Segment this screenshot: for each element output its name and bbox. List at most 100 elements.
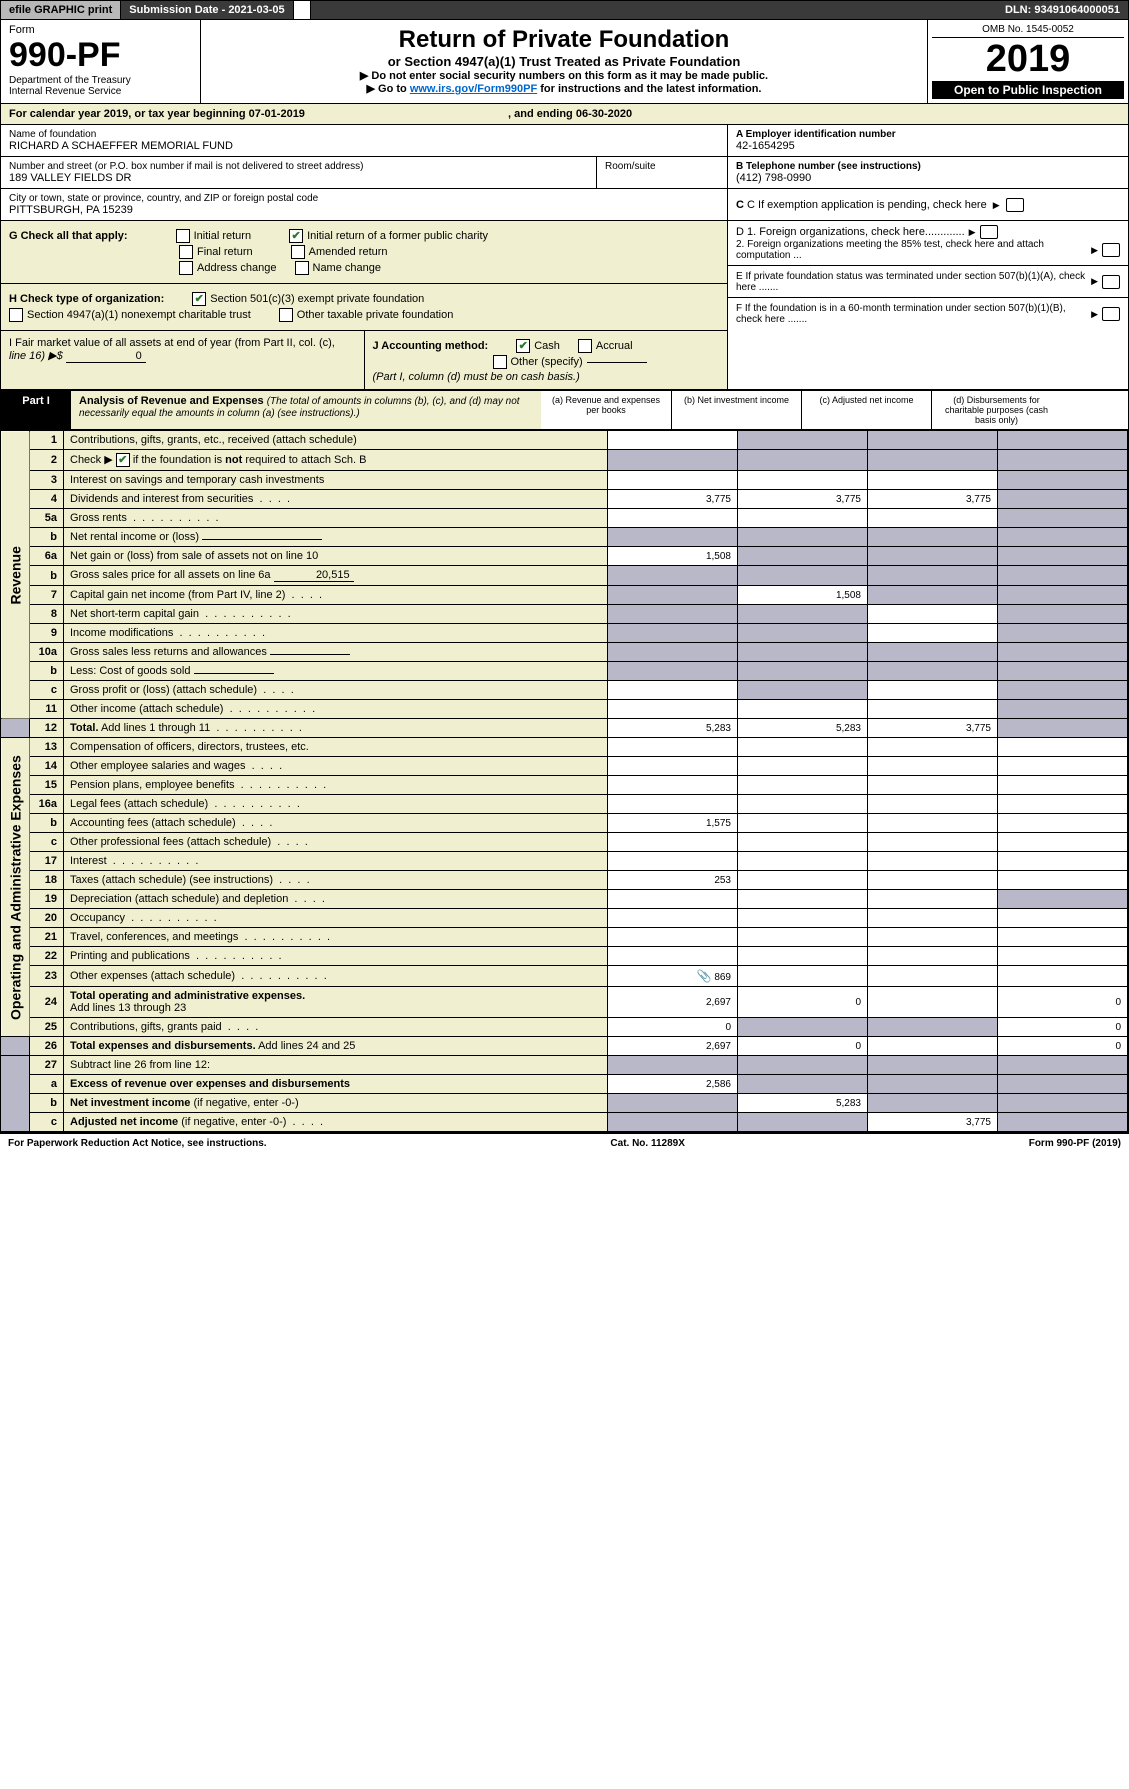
street-label: Number and street (or P.O. box number if…: [9, 161, 588, 172]
cb-sch-b[interactable]: [116, 453, 130, 467]
row-26: Total expenses and disbursements. Add li…: [64, 1037, 608, 1056]
city-label: City or town, state or province, country…: [9, 193, 719, 204]
cb-final-return[interactable]: [179, 245, 193, 259]
cb-4947[interactable]: [9, 308, 23, 322]
tax-year: 2019: [932, 38, 1124, 81]
row-3: Interest on savings and temporary cash i…: [64, 471, 608, 490]
a-ein: 42-1654295: [736, 140, 1120, 152]
i-fair-market-value: 0: [66, 350, 146, 363]
form-footer: Form 990-PF (2019): [1029, 1138, 1121, 1149]
cb-other-taxable[interactable]: [279, 308, 293, 322]
i-label-2: line 16) ▶$: [9, 350, 66, 362]
cb-accrual[interactable]: [578, 339, 592, 353]
catalog-number: Cat. No. 11289X: [610, 1138, 684, 1149]
row-24: Total operating and administrative expen…: [64, 987, 608, 1018]
row-14: Other employee salaries and wages: [64, 757, 608, 776]
row-6a: Net gain or (loss) from sale of assets n…: [64, 547, 608, 566]
instruction-2: ▶ Go to www.irs.gov/Form990PF for instru…: [207, 82, 921, 95]
i-label-1: I Fair market value of all assets at end…: [9, 337, 356, 349]
row-23: Other expenses (attach schedule): [64, 966, 608, 987]
j-note: (Part I, column (d) must be on cash basi…: [373, 371, 580, 383]
h-label: H Check type of organization:: [9, 293, 164, 305]
row-20: Occupancy: [64, 909, 608, 928]
expenses-side-label: Operating and Administrative Expenses: [1, 738, 30, 1037]
row-11: Other income (attach schedule): [64, 700, 608, 719]
row-17: Interest: [64, 852, 608, 871]
name-label: Name of foundation: [9, 129, 719, 140]
row-5b: Net rental income or (loss): [64, 528, 608, 547]
row-27c: Adjusted net income (if negative, enter …: [64, 1113, 608, 1132]
submission-date: Submission Date - 2021-03-05: [121, 1, 293, 19]
col-c-header: (c) Adjusted net income: [801, 391, 931, 429]
cb-f[interactable]: [1102, 307, 1120, 321]
row-1: Contributions, gifts, grants, etc., rece…: [64, 431, 608, 450]
b-phone: (412) 798-0990: [736, 172, 1120, 184]
row-16a: Legal fees (attach schedule): [64, 795, 608, 814]
cb-other-method[interactable]: [493, 355, 507, 369]
row-9: Income modifications: [64, 624, 608, 643]
open-to-public: Open to Public Inspection: [932, 81, 1124, 99]
street-address: 189 VALLEY FIELDS DR: [9, 172, 588, 184]
row-13: Compensation of officers, directors, tru…: [64, 738, 608, 757]
col-d-header: (d) Disbursements for charitable purpose…: [931, 391, 1061, 429]
row-18: Taxes (attach schedule) (see instruction…: [64, 871, 608, 890]
row-10a: Gross sales less returns and allowances: [64, 643, 608, 662]
row-8: Net short-term capital gain: [64, 605, 608, 624]
city-state-zip: PITTSBURGH, PA 15239: [9, 204, 719, 216]
row-22: Printing and publications: [64, 947, 608, 966]
cb-initial-return[interactable]: [176, 229, 190, 243]
cb-initial-former[interactable]: [289, 229, 303, 243]
cb-d2[interactable]: [1102, 243, 1120, 257]
a-ein-label: A Employer identification number: [736, 129, 896, 140]
cb-501c3[interactable]: [192, 292, 206, 306]
foundation-name: RICHARD A SCHAEFFER MEMORIAL FUND: [9, 140, 719, 152]
col-a-header: (a) Revenue and expenses per books: [541, 391, 671, 429]
row-19: Depreciation (attach schedule) and deple…: [64, 890, 608, 909]
cb-cash[interactable]: [516, 339, 530, 353]
cb-c-pending[interactable]: [1006, 198, 1024, 212]
g-label: G Check all that apply:: [9, 230, 128, 242]
row-27b: Net investment income (if negative, ente…: [64, 1094, 608, 1113]
row-15: Pension plans, employee benefits: [64, 776, 608, 795]
dept-treasury: Department of the Treasury: [9, 75, 192, 86]
form-title: Return of Private Foundation: [207, 26, 921, 54]
b-phone-label: B Telephone number (see instructions): [736, 161, 921, 172]
row-16b: Accounting fees (attach schedule): [64, 814, 608, 833]
cb-e[interactable]: [1102, 275, 1120, 289]
d1-label: D 1. Foreign organizations, check here..…: [736, 226, 965, 238]
attachment-icon[interactable]: 📎: [697, 969, 712, 983]
submission-date-blank: [294, 1, 311, 19]
row-25: Contributions, gifts, grants paid: [64, 1018, 608, 1037]
row-27a: Excess of revenue over expenses and disb…: [64, 1075, 608, 1094]
omb-number: OMB No. 1545-0052: [932, 24, 1124, 38]
form-subtitle: or Section 4947(a)(1) Trust Treated as P…: [207, 54, 921, 69]
calendar-year-row: For calendar year 2019, or tax year begi…: [1, 104, 1128, 125]
d2-label: 2. Foreign organizations meeting the 85%…: [736, 239, 1087, 261]
cb-address-change[interactable]: [179, 261, 193, 275]
part-1-title: Analysis of Revenue and Expenses (The to…: [71, 391, 541, 429]
f-label: F If the foundation is in a 60-month ter…: [736, 303, 1087, 325]
dept-irs: Internal Revenue Service: [9, 86, 192, 97]
e-label: E If private foundation status was termi…: [736, 271, 1087, 293]
cb-d1[interactable]: [980, 225, 998, 239]
row-10b: Less: Cost of goods sold: [64, 662, 608, 681]
col-b-header: (b) Net investment income: [671, 391, 801, 429]
form-word: Form: [9, 24, 192, 36]
dln: DLN: 93491064000051: [997, 1, 1128, 19]
row-21: Travel, conferences, and meetings: [64, 928, 608, 947]
efile-label: efile GRAPHIC print: [1, 1, 121, 19]
row-27: Subtract line 26 from line 12:: [64, 1056, 608, 1075]
part-1-label: Part I: [1, 391, 71, 429]
form-number: 990-PF: [9, 36, 192, 75]
cb-amended-return[interactable]: [291, 245, 305, 259]
revenue-side-label: Revenue: [1, 431, 30, 719]
arrow-icon: [993, 199, 1000, 211]
c-exemption-label: C C If exemption application is pending,…: [736, 199, 987, 211]
irs-link[interactable]: www.irs.gov/Form990PF: [410, 83, 537, 95]
row-2: Check ▶ if the foundation is not require…: [64, 450, 608, 471]
cb-name-change[interactable]: [295, 261, 309, 275]
row-12: Total. Add lines 1 through 11: [64, 719, 608, 738]
paperwork-notice: For Paperwork Reduction Act Notice, see …: [8, 1138, 267, 1149]
j-label: J Accounting method:: [373, 340, 489, 352]
row-16c: Other professional fees (attach schedule…: [64, 833, 608, 852]
